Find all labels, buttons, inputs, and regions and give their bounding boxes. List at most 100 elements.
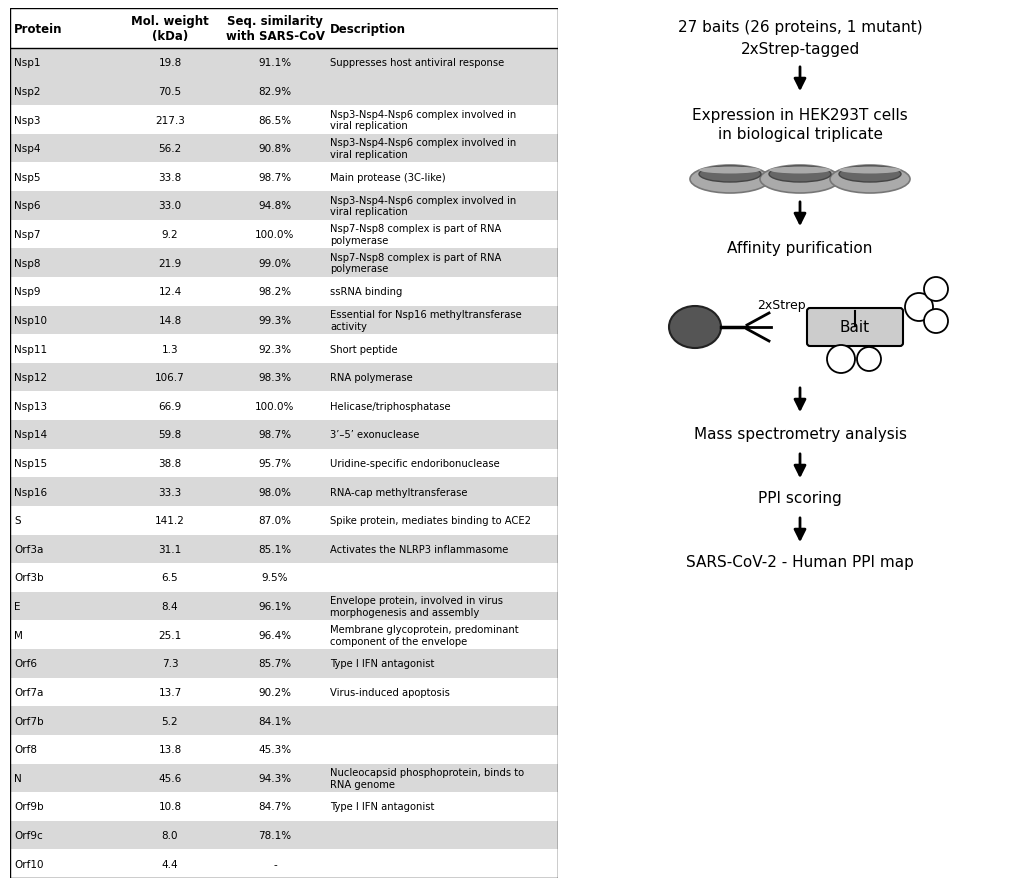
- Text: Helicase/triphosphatase: Helicase/triphosphatase: [330, 401, 451, 411]
- Text: 87.0%: 87.0%: [258, 516, 292, 525]
- Bar: [10, 792, 558, 820]
- Text: PPI scoring: PPI scoring: [758, 490, 842, 505]
- Text: Nsp3-Nsp4-Nsp6 complex involved in
viral replication: Nsp3-Nsp4-Nsp6 complex involved in viral…: [330, 138, 516, 159]
- Text: 12.4: 12.4: [159, 287, 181, 297]
- Bar: [10, 764, 558, 792]
- Text: Nsp2: Nsp2: [14, 87, 41, 97]
- Text: 19.8: 19.8: [159, 58, 181, 68]
- Ellipse shape: [760, 166, 840, 194]
- Text: E: E: [14, 602, 20, 611]
- Text: 94.8%: 94.8%: [258, 201, 292, 211]
- Text: Main protease (3C-like): Main protease (3C-like): [330, 173, 445, 183]
- Text: Orf10: Orf10: [14, 859, 43, 868]
- Text: Bait: Bait: [840, 320, 870, 335]
- Text: 99.0%: 99.0%: [258, 259, 292, 268]
- Text: 82.9%: 82.9%: [258, 87, 292, 97]
- Text: 98.3%: 98.3%: [258, 373, 292, 383]
- Bar: [10, 507, 558, 535]
- Text: Spike protein, mediates binding to ACE2: Spike protein, mediates binding to ACE2: [330, 516, 531, 525]
- Text: Envelope protein, involved in virus
morphogenesis and assembly: Envelope protein, involved in virus morp…: [330, 595, 503, 618]
- Bar: [10, 392, 558, 421]
- Text: Orf6: Orf6: [14, 658, 37, 669]
- Ellipse shape: [830, 166, 910, 194]
- Text: 14.8: 14.8: [159, 315, 181, 325]
- Text: SARS-CoV-2 - Human PPI map: SARS-CoV-2 - Human PPI map: [686, 554, 914, 569]
- Text: Nsp3-Nsp4-Nsp6 complex involved in
viral replication: Nsp3-Nsp4-Nsp6 complex involved in viral…: [330, 110, 516, 131]
- Bar: [10, 449, 558, 478]
- Circle shape: [827, 346, 855, 374]
- Text: Nsp7-Nsp8 complex is part of RNA
polymerase: Nsp7-Nsp8 complex is part of RNA polymer…: [330, 253, 502, 274]
- Text: 98.7%: 98.7%: [258, 173, 292, 183]
- Text: 13.8: 13.8: [159, 744, 181, 754]
- Text: RNA polymerase: RNA polymerase: [330, 373, 413, 383]
- Text: 21.9: 21.9: [159, 259, 181, 268]
- Text: 45.6: 45.6: [159, 773, 181, 783]
- Text: 100.0%: 100.0%: [255, 401, 295, 411]
- Text: Orf3b: Orf3b: [14, 573, 44, 583]
- Bar: [10, 78, 558, 106]
- Circle shape: [924, 277, 948, 301]
- Bar: [10, 706, 558, 735]
- Ellipse shape: [839, 167, 901, 175]
- Text: Nsp9: Nsp9: [14, 287, 41, 297]
- Bar: [10, 678, 558, 706]
- Circle shape: [905, 293, 933, 322]
- Text: in biological triplicate: in biological triplicate: [718, 128, 883, 143]
- Bar: [10, 106, 558, 135]
- Text: Nsp7: Nsp7: [14, 229, 41, 240]
- Text: Affinity purification: Affinity purification: [727, 240, 872, 255]
- Text: 9.5%: 9.5%: [262, 573, 288, 583]
- Text: Membrane glycoprotein, predominant
component of the envelope: Membrane glycoprotein, predominant compo…: [330, 625, 518, 646]
- Text: 85.7%: 85.7%: [258, 658, 292, 669]
- Text: Nsp4: Nsp4: [14, 144, 41, 154]
- Bar: [10, 307, 558, 335]
- Text: M: M: [14, 630, 23, 640]
- Bar: [10, 621, 558, 649]
- Text: ssRNA binding: ssRNA binding: [330, 287, 402, 297]
- Ellipse shape: [769, 167, 831, 175]
- Text: Orf9b: Orf9b: [14, 802, 44, 812]
- Text: S: S: [14, 516, 20, 525]
- Bar: [10, 735, 558, 764]
- Ellipse shape: [839, 167, 901, 183]
- Text: -: -: [273, 859, 276, 868]
- Text: 91.1%: 91.1%: [258, 58, 292, 68]
- Bar: [10, 563, 558, 592]
- Text: RNA-cap methyltransferase: RNA-cap methyltransferase: [330, 487, 468, 497]
- Text: Nsp13: Nsp13: [14, 401, 47, 411]
- Bar: [10, 421, 558, 449]
- Bar: [10, 335, 558, 363]
- Text: 86.5%: 86.5%: [258, 115, 292, 126]
- Ellipse shape: [769, 167, 831, 183]
- Bar: [10, 277, 558, 307]
- Text: Nsp3-Nsp4-Nsp6 complex involved in
viral replication: Nsp3-Nsp4-Nsp6 complex involved in viral…: [330, 196, 516, 217]
- Text: 100.0%: 100.0%: [255, 229, 295, 240]
- Ellipse shape: [690, 166, 770, 194]
- Text: Mass spectrometry analysis: Mass spectrometry analysis: [693, 426, 906, 441]
- Text: Essential for Nsp16 methyltransferase
activity: Essential for Nsp16 methyltransferase ac…: [330, 310, 522, 331]
- Text: 84.1%: 84.1%: [258, 716, 292, 726]
- Text: 2xStrep-tagged: 2xStrep-tagged: [740, 42, 859, 57]
- Bar: [10, 135, 558, 163]
- Text: Description: Description: [330, 22, 406, 35]
- Text: 3’–5’ exonuclease: 3’–5’ exonuclease: [330, 430, 420, 439]
- Text: 217.3: 217.3: [155, 115, 185, 126]
- Text: Type I IFN antagonist: Type I IFN antagonist: [330, 802, 434, 812]
- Text: 106.7: 106.7: [155, 373, 185, 383]
- Text: Short peptide: Short peptide: [330, 344, 397, 354]
- Text: Nsp7-Nsp8 complex is part of RNA
polymerase: Nsp7-Nsp8 complex is part of RNA polymer…: [330, 224, 502, 245]
- Bar: [10, 820, 558, 850]
- Text: Expression in HEK293T cells: Expression in HEK293T cells: [692, 107, 908, 122]
- Text: 8.4: 8.4: [162, 602, 178, 611]
- Text: Nsp8: Nsp8: [14, 259, 41, 268]
- Text: Orf8: Orf8: [14, 744, 37, 754]
- Text: Orf7b: Orf7b: [14, 716, 44, 726]
- Text: N: N: [14, 773, 22, 783]
- Text: 66.9: 66.9: [159, 401, 181, 411]
- Text: Nsp12: Nsp12: [14, 373, 47, 383]
- Text: Suppresses host antiviral response: Suppresses host antiviral response: [330, 58, 504, 68]
- Text: 94.3%: 94.3%: [258, 773, 292, 783]
- FancyBboxPatch shape: [807, 308, 903, 346]
- Text: 78.1%: 78.1%: [258, 830, 292, 840]
- Text: 98.0%: 98.0%: [258, 487, 292, 497]
